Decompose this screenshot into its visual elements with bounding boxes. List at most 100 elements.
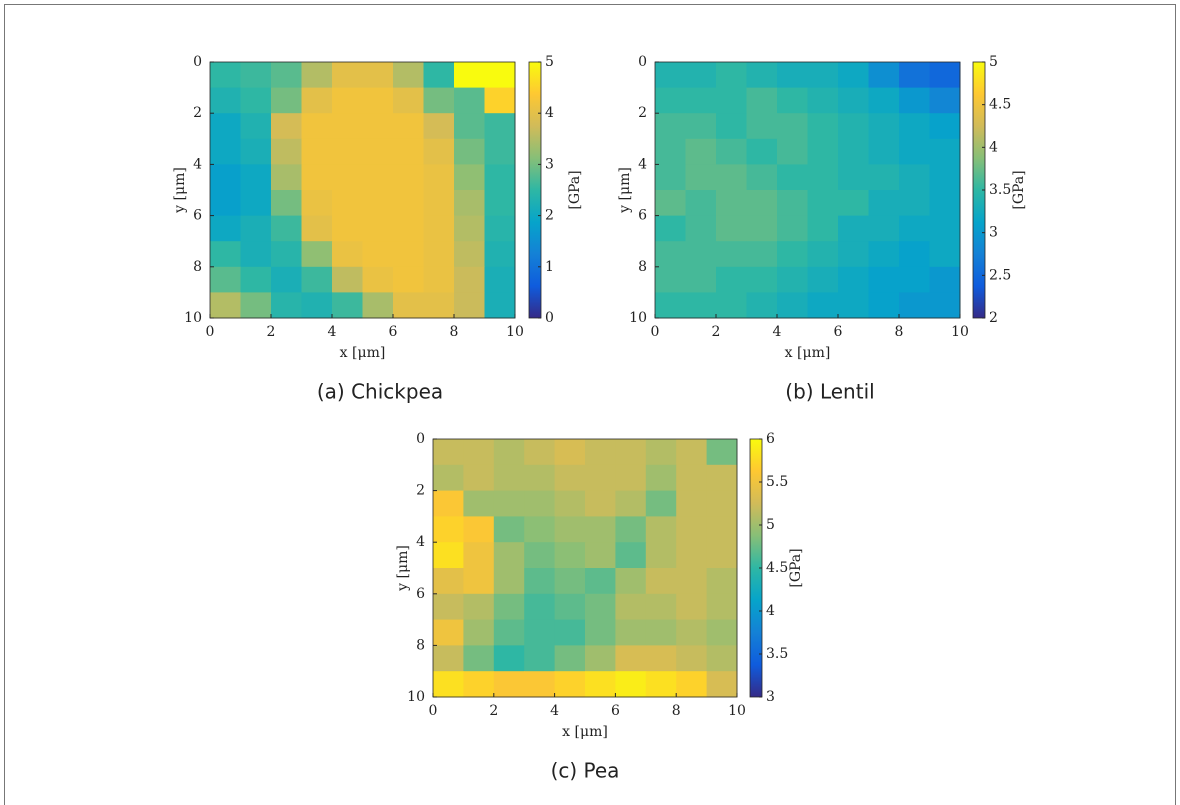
heatmap-cell (423, 138, 455, 165)
heatmap-cell (332, 266, 363, 293)
colorbar-tick-label: 4.5 (989, 97, 1011, 113)
heatmap-cell (716, 113, 747, 140)
x-tick-label: 4 (773, 324, 782, 340)
heatmap-cell (423, 87, 455, 114)
heatmap-cell (423, 215, 455, 242)
heatmap-cell (585, 439, 616, 466)
heatmap-cell (210, 138, 241, 165)
heatmap-cell (777, 215, 808, 242)
heatmap-cell (423, 292, 455, 319)
heatmap-cell (484, 138, 516, 165)
heatmap-cell (929, 113, 961, 140)
heatmap-cell (362, 190, 394, 217)
heatmap-cell (301, 87, 333, 114)
heatmap-cell (240, 113, 272, 140)
heatmap-cell (899, 241, 930, 268)
y-tick-label: 4 (416, 534, 425, 550)
heatmap-cell (685, 62, 717, 89)
x-tick-label: 0 (206, 324, 215, 340)
heatmap-cell (777, 113, 808, 140)
y-tick-label: 0 (193, 54, 202, 70)
heatmap-cell (463, 671, 495, 698)
heatmap-cell (868, 241, 900, 268)
heatmap-cell (332, 292, 363, 319)
y-tick-label: 6 (638, 208, 647, 224)
heatmap-cell (706, 593, 738, 621)
heatmap-cell (655, 266, 686, 293)
heatmap-cell (524, 464, 556, 492)
heatmap-cell (524, 516, 556, 543)
x-tick-label: 2 (267, 324, 276, 340)
heatmap-cell (393, 190, 424, 217)
heatmap-cell (393, 113, 424, 140)
heatmap-cell (746, 62, 778, 89)
heatmap-cell (240, 215, 272, 242)
heatmap-cell (454, 292, 485, 319)
heatmap-cell (524, 619, 556, 646)
heatmap-cell (807, 292, 839, 319)
heatmap-cell (332, 190, 363, 217)
heatmap-cell (676, 671, 708, 698)
heatmap-cell (454, 266, 485, 293)
heatmap-cell (271, 87, 302, 114)
heatmap-cell (524, 490, 556, 517)
heatmap-cell (454, 190, 485, 217)
heatmap-cell (454, 241, 485, 268)
heatmap-cell (868, 190, 900, 217)
heatmap-cell (685, 164, 717, 191)
heatmap-cell (655, 190, 686, 217)
heatmap-cell (706, 671, 738, 698)
colorbar-tick-label: 2 (989, 310, 998, 326)
heatmap-cell (362, 62, 394, 89)
heatmap-cell (301, 113, 333, 140)
heatmap-cell (484, 190, 516, 217)
heatmap-cell (706, 490, 738, 517)
y-axis-label: y [μm] (395, 545, 411, 592)
heatmap-cell (807, 62, 839, 89)
heatmap-cell (524, 671, 556, 698)
heatmap-cell (210, 215, 241, 242)
plot-frame (209, 61, 516, 319)
heatmap-cell (554, 464, 586, 492)
heatmap-cell (777, 241, 808, 268)
heatmap-cell (393, 62, 424, 89)
heatmap-cell (393, 138, 424, 165)
heatmap-cell (240, 266, 272, 293)
heatmap-cell (706, 568, 738, 595)
heatmap-cell (493, 645, 525, 672)
heatmap-cell (433, 542, 464, 569)
heatmap-cell (301, 266, 333, 293)
heatmap-cell (685, 87, 717, 114)
heatmap-cell (493, 542, 525, 569)
heatmap-cell (929, 62, 961, 89)
colorbar-label: [GPa] (788, 548, 804, 587)
heatmap-cell (615, 542, 647, 569)
heatmap-cell (554, 671, 586, 698)
heatmap-cell (332, 113, 363, 140)
heatmap-cell (493, 464, 525, 492)
heatmap-cell (301, 62, 333, 89)
heatmap-cell (838, 87, 869, 114)
x-tick-label: 4 (550, 703, 559, 719)
heatmap-cell (332, 215, 363, 242)
heatmap-cell (454, 62, 485, 89)
caption: (b) Lentil (785, 380, 874, 404)
heatmap-cell (868, 62, 900, 89)
heatmap-cell (301, 164, 333, 191)
y-tick-label: 0 (416, 431, 425, 447)
heatmap-cell (746, 190, 778, 217)
colorbar-tick-label: 3 (766, 689, 775, 705)
heatmap-cell (838, 138, 869, 165)
x-tick-label: 0 (429, 703, 438, 719)
heatmap-cell (301, 190, 333, 217)
heatmap-cell (676, 568, 708, 595)
colorbar-tick-label: 6 (766, 431, 775, 447)
x-tick-label: 8 (450, 324, 459, 340)
heatmap-cell (716, 241, 747, 268)
heatmap-cell (393, 87, 424, 114)
heatmap-cell (463, 439, 495, 466)
heatmap-cell (746, 87, 778, 114)
heatmap-cell (362, 87, 394, 114)
heatmap-cell (645, 464, 677, 492)
